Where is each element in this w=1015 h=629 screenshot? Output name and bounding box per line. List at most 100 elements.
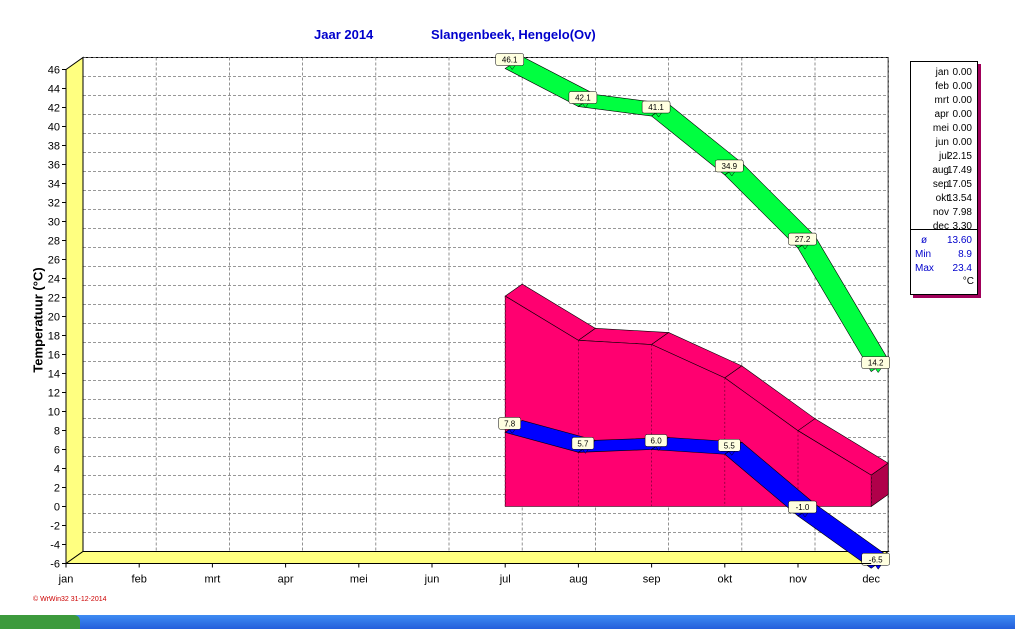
max-data-label: 42.1 bbox=[575, 94, 591, 103]
y-tick-label: 30 bbox=[48, 217, 60, 229]
x-tick-label: sep bbox=[643, 574, 661, 586]
chart-title-year: Jaar 2014 bbox=[314, 27, 374, 42]
min-data-label-box bbox=[718, 439, 741, 452]
y-tick-label: 6 bbox=[54, 445, 60, 457]
x-tick-label: aug bbox=[569, 574, 587, 586]
max-data-label-box bbox=[641, 100, 671, 114]
legend-row-sep: sep 17.05 bbox=[911, 178, 975, 192]
legend-value: 17.49 bbox=[946, 165, 972, 176]
y-tick-label: 20 bbox=[48, 312, 60, 324]
x-tick-label: dec bbox=[862, 574, 880, 586]
legend-month: jun bbox=[935, 137, 949, 148]
legend-value: 17.05 bbox=[946, 179, 972, 190]
legend-box: jan 0.00 feb 0.00 mrt 0.00 apr 0.00 mei 0.00 jun 0.… bbox=[910, 61, 978, 295]
legend-value: 0.00 bbox=[952, 109, 972, 120]
legend-row-mei: mei 0.00 bbox=[911, 122, 975, 136]
y-tick-label: 2 bbox=[54, 483, 60, 495]
min-data-label-box bbox=[861, 553, 890, 566]
y-tick-label: 44 bbox=[48, 84, 60, 96]
legend-month: sep bbox=[932, 179, 949, 190]
legend-row-aug: aug 17.49 bbox=[911, 164, 975, 178]
stat-average-value: 13.60 bbox=[946, 235, 972, 246]
legend-month: aug bbox=[932, 165, 949, 176]
x-tick-label: jan bbox=[58, 574, 74, 586]
x-tick-label: mrt bbox=[204, 574, 220, 586]
taskbar bbox=[0, 615, 1015, 629]
legend-month: okt bbox=[935, 193, 949, 204]
y-tick-label: 18 bbox=[48, 331, 60, 343]
legend-month: nov bbox=[932, 207, 949, 218]
min-data-label-box bbox=[498, 417, 521, 430]
y-tick-label: 34 bbox=[48, 179, 60, 191]
y-tick-label: 8 bbox=[54, 426, 60, 438]
x-tick-label: feb bbox=[132, 574, 147, 586]
stat-unit: °C bbox=[962, 276, 974, 287]
footer-note: © WrWin32 31-12-2014 bbox=[33, 596, 107, 603]
min-data-label: -1.0 bbox=[796, 503, 810, 512]
start-button[interactable] bbox=[0, 615, 80, 629]
legend-value: 0.00 bbox=[952, 81, 972, 92]
stat-min: Min 8.9 bbox=[911, 248, 975, 262]
y-tick-label: 36 bbox=[48, 160, 60, 172]
max-data-label-box bbox=[861, 356, 890, 369]
max-data-label: 41.1 bbox=[648, 103, 664, 112]
max-data-label: 46.1 bbox=[502, 56, 518, 65]
min-data-label: 6.0 bbox=[651, 437, 663, 446]
y-tick-label: 28 bbox=[48, 236, 60, 248]
legend-month: mei bbox=[932, 123, 949, 134]
y-tick-label: 38 bbox=[48, 141, 60, 153]
y-tick-label: -4 bbox=[50, 540, 60, 552]
legend-value: 22.15 bbox=[946, 151, 972, 162]
legend-value: 0.00 bbox=[952, 123, 972, 134]
legend-divider bbox=[911, 229, 977, 230]
stat-min-label: Min bbox=[915, 249, 932, 260]
max-data-label-box bbox=[715, 159, 744, 173]
legend-row-jul: jul 22.15 bbox=[911, 150, 975, 164]
y-tick-label: 26 bbox=[48, 255, 60, 267]
legend-row-nov: nov 7.98 bbox=[911, 206, 975, 220]
stat-max-label: Max bbox=[915, 263, 934, 274]
legend-row-jan: jan 0.00 bbox=[911, 66, 975, 80]
legend-month: jul bbox=[938, 151, 949, 162]
stat-max-value: 23.4 bbox=[952, 263, 972, 274]
y-tick-label: 24 bbox=[48, 274, 60, 286]
max-data-label-box bbox=[495, 53, 524, 66]
min-data-label-box bbox=[788, 500, 817, 514]
y-tick-label: 0 bbox=[54, 502, 60, 514]
stat-average: ø 13.60 bbox=[911, 234, 975, 248]
legend-value: 0.00 bbox=[952, 67, 972, 78]
y-tick-label: 4 bbox=[54, 464, 60, 476]
min-data-label: 5.5 bbox=[724, 441, 736, 450]
max-data-label: 34.9 bbox=[722, 162, 738, 171]
stat-min-value: 8.9 bbox=[958, 249, 972, 260]
legend-value: 7.98 bbox=[952, 207, 972, 218]
legend-row-feb: feb 0.00 bbox=[911, 80, 975, 94]
max-data-label-box bbox=[788, 232, 817, 246]
max-data-label-box bbox=[568, 91, 598, 104]
x-tick-label: jul bbox=[499, 574, 511, 586]
min-data-label: 7.8 bbox=[504, 419, 516, 428]
stat-average-label: ø bbox=[921, 235, 928, 246]
y-tick-label: -6 bbox=[50, 559, 60, 571]
y-axis-label: Temperatuur (°C) bbox=[30, 267, 46, 373]
min-data-label: -6.5 bbox=[869, 555, 883, 564]
left-wall bbox=[65, 56, 84, 565]
x-tick-label: apr bbox=[278, 574, 294, 586]
x-tick-label: jun bbox=[424, 574, 440, 586]
y-tick-label: 12 bbox=[48, 388, 60, 400]
legend-value: 3.30 bbox=[952, 221, 972, 232]
y-tick-label: 46 bbox=[48, 65, 60, 77]
x-tick-label: nov bbox=[789, 574, 807, 586]
legend-row-mrt: mrt 0.00 bbox=[911, 94, 975, 108]
min-data-label-box bbox=[571, 437, 595, 450]
x-tick-label: mei bbox=[350, 574, 368, 586]
y-tick-label: 10 bbox=[48, 407, 60, 419]
legend-month: feb bbox=[935, 81, 949, 92]
legend-row-okt: okt 13.54 bbox=[911, 192, 975, 206]
legend-row-apr: apr 0.00 bbox=[911, 108, 975, 122]
min-data-label-box bbox=[644, 434, 668, 447]
y-tick-label: 14 bbox=[48, 369, 60, 381]
chart-title-station: Slangenbeek, Hengelo(Ov) bbox=[431, 27, 596, 42]
y-tick-label: 42 bbox=[48, 103, 60, 115]
